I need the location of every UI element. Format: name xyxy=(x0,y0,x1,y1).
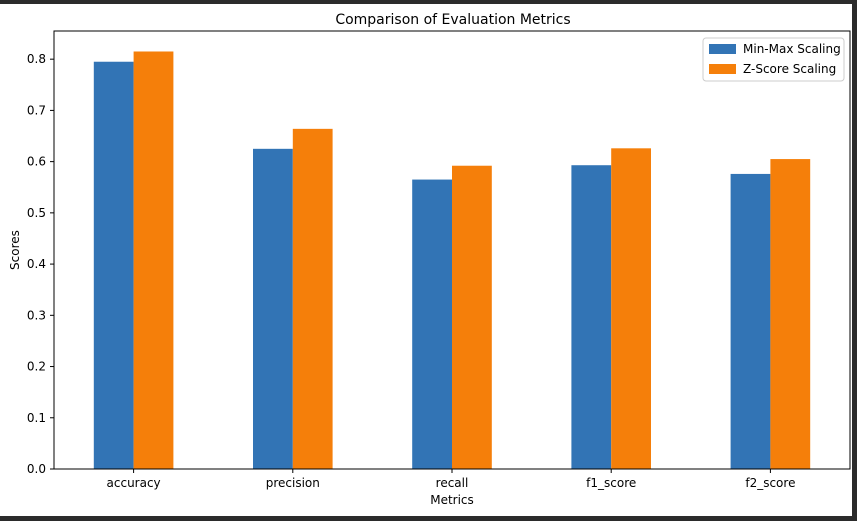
bar-f1-score-series-1 xyxy=(571,165,612,470)
legend-label-min-max: Min-Max Scaling xyxy=(743,42,841,56)
y-tick-label: 0.3 xyxy=(27,308,46,322)
x-tick-label: f1_score xyxy=(586,476,636,490)
y-tick-label: 0.1 xyxy=(27,411,46,425)
y-tick-label: 0.7 xyxy=(27,103,46,117)
y-tick-label: 0.6 xyxy=(27,155,46,169)
x-tick-label: accuracy xyxy=(107,476,161,490)
legend-label-z-score: Z-Score Scaling xyxy=(743,62,836,76)
x-tick-label: precision xyxy=(266,476,320,490)
x-tick-label: recall xyxy=(436,476,469,490)
bar-chart: Comparison of Evaluation Metrics 0.00.10… xyxy=(8,12,851,507)
bar-f1-score-series-2 xyxy=(611,148,651,469)
y-axis-label: Scores xyxy=(8,230,22,270)
x-axis-label: Metrics xyxy=(430,493,474,507)
bar-f2-score-series-2 xyxy=(770,159,811,469)
bar-recall-series-1 xyxy=(412,179,452,469)
bar-f2-score-series-1 xyxy=(730,173,771,469)
bar-recall-series-2 xyxy=(452,165,492,469)
x-axis: accuracy precision recall f1_score f2_score xyxy=(107,469,795,490)
y-tick-label: 0.5 xyxy=(27,206,46,220)
legend: Min-Max Scaling Z-Score Scaling xyxy=(702,37,845,82)
chart-title: Comparison of Evaluation Metrics xyxy=(335,12,570,28)
x-tick-label: f2_score xyxy=(745,476,795,490)
bar-precision-series-1 xyxy=(253,148,293,469)
y-tick-label: 0.8 xyxy=(27,52,46,66)
bar-accuracy-series-2 xyxy=(133,51,174,470)
y-tick-label: 0.0 xyxy=(27,462,46,476)
bar-precision-series-2 xyxy=(292,128,333,469)
plot-frame xyxy=(53,30,851,470)
y-tick-label: 0.4 xyxy=(27,257,46,271)
legend-swatch-min-max xyxy=(709,44,736,54)
legend-swatch-z-score xyxy=(709,64,736,74)
chart-area: Comparison of Evaluation Metrics 0.0 0.1 0… xyxy=(0,4,852,516)
y-axis: 0.0 0.1 0.2 0.3 0.4 0.5 0.6 0.7 0.8 xyxy=(27,52,54,476)
y-tick-label: 0.2 xyxy=(27,360,46,374)
bars xyxy=(93,51,811,470)
legend-box xyxy=(702,37,845,82)
bar-accuracy-series-1 xyxy=(93,61,134,469)
